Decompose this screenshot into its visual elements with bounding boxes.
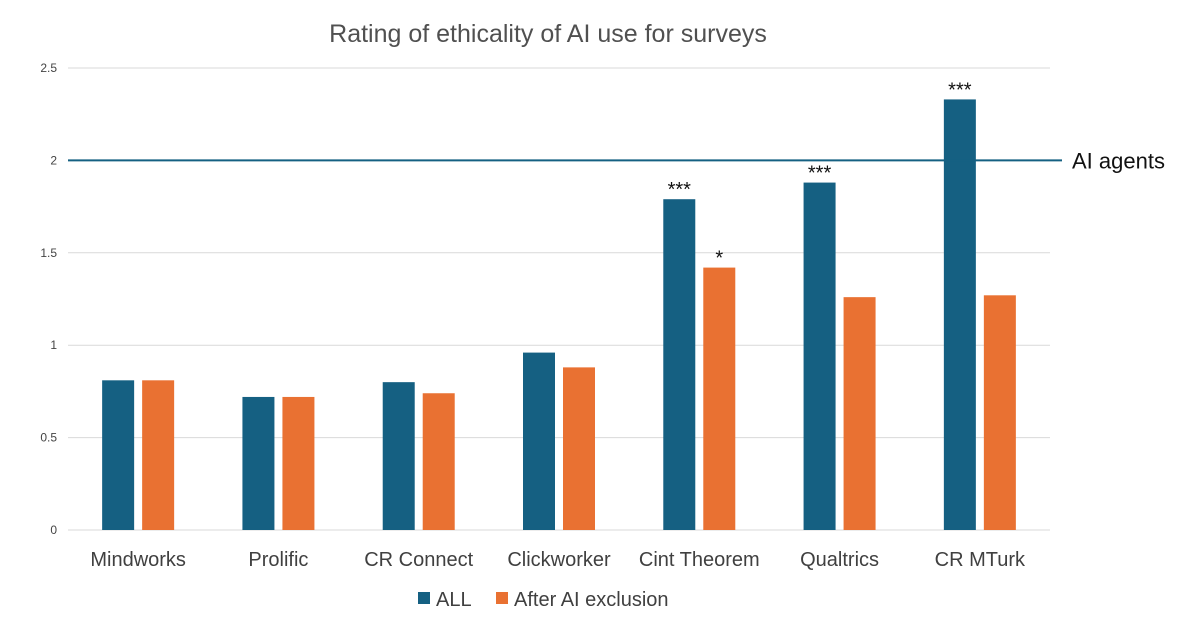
bar-all-cr-connect [382, 382, 415, 530]
bar-after-ai-exclusion-cint-theorem [703, 267, 736, 530]
y-tick-label: 0 [50, 523, 57, 537]
bar-all-clickworker [523, 352, 555, 530]
x-tick-label: Prolific [248, 549, 308, 571]
bar-after-ai-exclusion-mindworks [142, 380, 175, 530]
bar-all-mindworks [102, 380, 135, 530]
bar-all-cr-mturk [943, 99, 976, 530]
bars [102, 99, 1016, 531]
y-tick-label: 2.5 [40, 61, 57, 75]
bar-after-ai-exclusion-cr-mturk [983, 295, 1016, 530]
bar-after-ai-exclusion-cr-connect [422, 393, 455, 530]
legend-swatch-after-ai-exclusion [496, 592, 508, 604]
legend-label: After AI exclusion [514, 589, 669, 611]
legend: ALL After AI exclusion [418, 589, 669, 611]
significance-label: *** [668, 179, 692, 201]
y-axis-ticks: 0 0.5 1 1.5 2 2.5 [40, 61, 57, 537]
significance-label: *** [808, 163, 832, 185]
x-axis-categories: Mindworks Prolific CR Connect Clickworker Ci… [90, 549, 1026, 571]
legend-label: ALL [436, 589, 472, 611]
bar-all-prolific [242, 396, 275, 530]
bar-all-cint-theorem [663, 199, 696, 530]
y-tick-label: 1.5 [40, 246, 57, 260]
reference-line: AI agents [68, 148, 1165, 173]
bar-after-ai-exclusion-prolific [282, 396, 315, 530]
reference-line-label: AI agents [1072, 148, 1165, 173]
legend-swatch-all [418, 592, 430, 604]
x-tick-label: Qualtrics [800, 549, 879, 571]
chart-title: Rating of ethicality of AI use for surve… [329, 20, 767, 48]
x-tick-label: CR MTurk [935, 549, 1026, 571]
y-tick-label: 2 [50, 153, 57, 167]
x-tick-label: Clickworker [507, 549, 611, 571]
bar-all-qualtrics [803, 182, 836, 531]
significance-label: * [715, 248, 723, 270]
x-tick-label: CR Connect [364, 549, 473, 571]
x-tick-label: Mindworks [90, 549, 186, 571]
y-tick-label: 1 [50, 338, 57, 352]
bar-after-ai-exclusion-qualtrics [843, 297, 876, 530]
significance-annotations: ********** [668, 79, 972, 269]
y-tick-label: 0.5 [40, 431, 57, 445]
significance-label: *** [948, 79, 972, 101]
gridlines [68, 67, 1050, 531]
bar-after-ai-exclusion-clickworker [563, 367, 595, 530]
x-tick-label: Cint Theorem [639, 549, 760, 571]
